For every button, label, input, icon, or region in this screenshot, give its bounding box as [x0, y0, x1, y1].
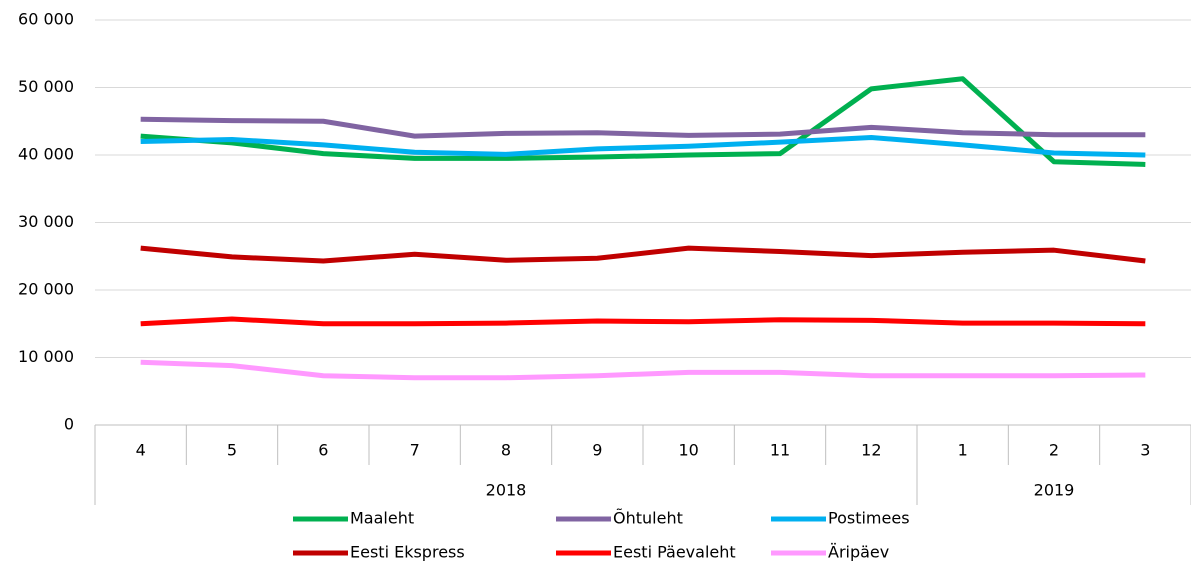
- y-tick-label: 50 000: [18, 77, 74, 96]
- x-tick-label: 3: [1140, 441, 1150, 460]
- legend-label: Maaleht: [350, 509, 414, 528]
- y-tick-label: 20 000: [18, 280, 74, 299]
- legend-label: Õhtuleht: [613, 509, 683, 528]
- x-tick-label: 8: [501, 441, 511, 460]
- x-tick-label: 5: [227, 441, 237, 460]
- series-line: [140, 134, 1146, 158]
- legend-label: Postimees: [828, 509, 910, 528]
- y-tick-label: 40 000: [18, 145, 74, 164]
- y-tick-label: 0: [64, 415, 74, 434]
- series-line: [140, 316, 1146, 327]
- x-group-label: 2018: [486, 481, 527, 500]
- x-tick-label: 1: [958, 441, 968, 460]
- x-tick-label: 10: [678, 441, 698, 460]
- series-line: [140, 76, 1146, 167]
- y-tick-label: 10 000: [18, 347, 74, 366]
- legend-label: Äripäev: [828, 543, 889, 562]
- series-line: [140, 359, 1146, 381]
- x-tick-label: 6: [318, 441, 328, 460]
- series-line: [140, 245, 1146, 264]
- x-tick-label: 9: [592, 441, 602, 460]
- x-tick-label: 7: [410, 441, 420, 460]
- x-tick-label: 12: [861, 441, 881, 460]
- x-group-label: 2019: [1034, 481, 1075, 500]
- y-tick-label: 30 000: [18, 212, 74, 231]
- legend-label: Eesti Ekspress: [350, 543, 465, 562]
- x-tick-label: 11: [770, 441, 790, 460]
- legend-label: Eesti Päevaleht: [613, 543, 736, 562]
- series-line: [140, 116, 1146, 139]
- x-tick-label: 4: [136, 441, 146, 460]
- x-tick-label: 2: [1049, 441, 1059, 460]
- y-tick-label: 60 000: [18, 10, 74, 29]
